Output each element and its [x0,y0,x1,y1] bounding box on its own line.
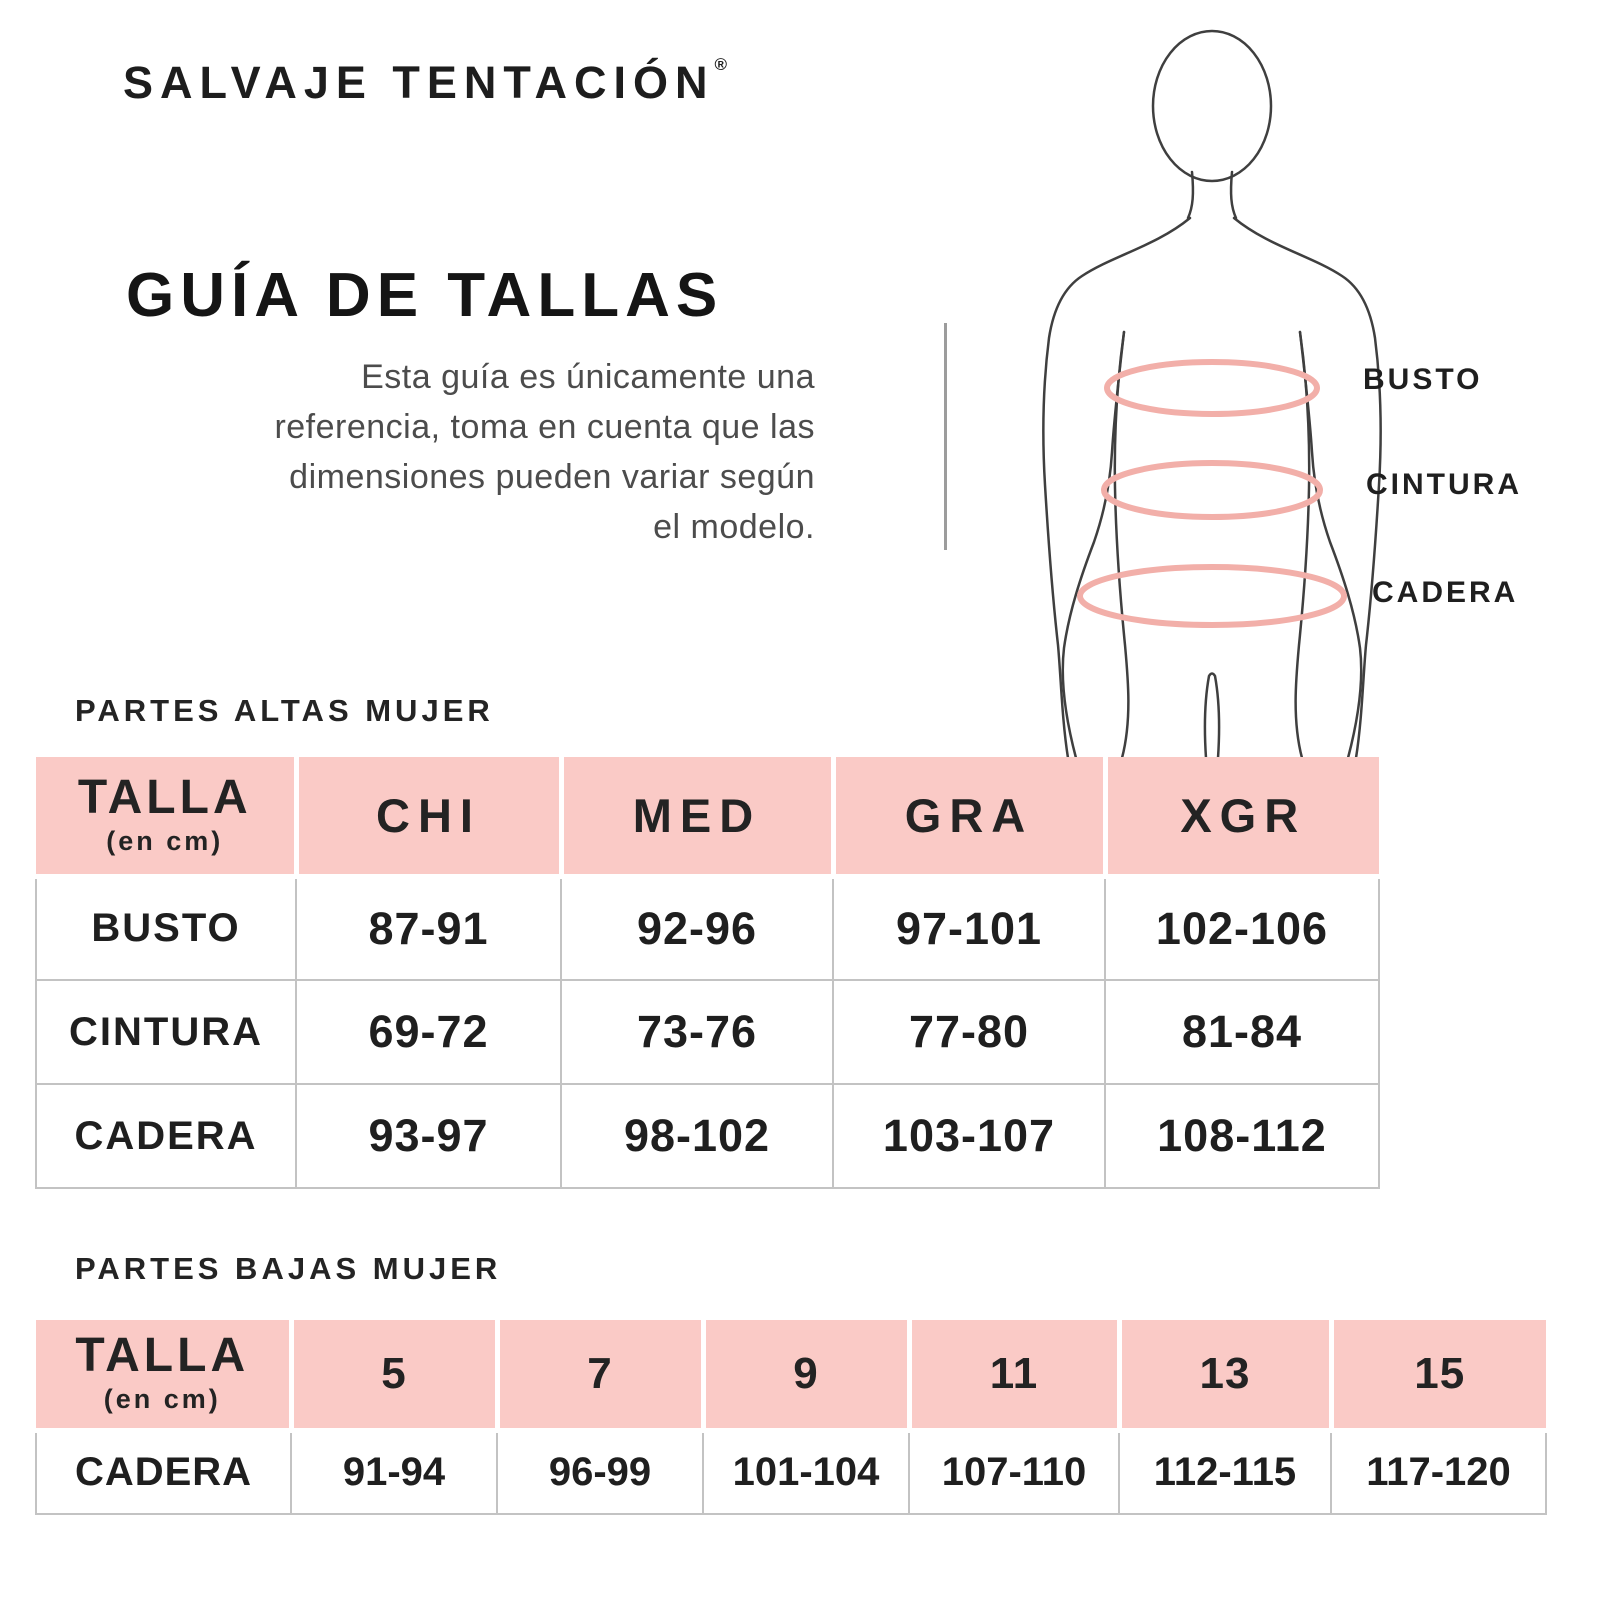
size-col-gra: GRA [830,757,1105,879]
busto-chi: 87-91 [295,875,562,981]
left-shoulder-arm [1042,216,1192,758]
cadera-gra: 103-107 [832,1083,1106,1189]
bottoms-header-row: TALLA (en cm) 5 7 9 11 13 15 [36,1320,1546,1433]
waist-label: CINTURA [1366,468,1522,501]
table-row-cintura: CINTURA 69-72 73-76 77-80 81-84 [35,979,1380,1085]
cintura-gra: 77-80 [832,979,1106,1085]
hip-label: CADERA [1372,576,1519,609]
brand-text: SALVAJE TENTACIÓN [123,57,715,108]
guide-description: Esta guía es únicamente una referencia, … [274,358,815,546]
row-label-cadera: CADERA [35,1083,297,1189]
brand-name: SALVAJE TENTACIÓN® [123,55,727,109]
cadera-chi: 93-97 [295,1083,562,1189]
cadera-med: 98-102 [560,1083,834,1189]
bust-label: BUSTO [1363,363,1483,396]
size-header-unit: (en cm) [103,1384,221,1415]
size-col-9: 9 [700,1320,909,1433]
cadera-size7: 96-99 [496,1429,704,1515]
row-label-cintura: CINTURA [35,979,297,1085]
cintura-med: 73-76 [560,979,834,1085]
busto-xgr: 102-106 [1104,875,1380,981]
page-title: GUÍA DE TALLAS [126,261,724,330]
neck-right [1229,170,1238,220]
right-shoulder-arm [1232,216,1382,758]
busto-gra: 97-101 [832,875,1106,981]
right-torso-hip [1298,330,1363,758]
cadera-size15: 117-120 [1330,1429,1547,1515]
row-label-cadera: CADERA [35,1429,292,1515]
size-col-11: 11 [906,1320,1119,1433]
size-header-label: TALLA [77,770,252,824]
table-row-cadera-bottoms: CADERA 91-94 96-99 101-104 107-110 112-1… [35,1429,1547,1515]
neck-left [1186,170,1195,220]
cadera-xgr: 108-112 [1104,1083,1380,1189]
size-header-cell: TALLA (en cm) [36,757,296,879]
bust-measure-line [1104,359,1320,417]
size-col-7: 7 [494,1320,703,1433]
left-torso-hip [1061,330,1126,758]
size-col-med: MED [558,757,833,879]
tops-size-table: TALLA (en cm) CHI MED GRA XGR BUSTO 87-9… [35,757,1380,1189]
cintura-chi: 69-72 [295,979,562,1085]
size-col-5: 5 [288,1320,497,1433]
tops-section-title: PARTES ALTAS MUJER [75,693,494,728]
inner-leg-lines [1203,672,1221,758]
cadera-size9: 101-104 [702,1429,910,1515]
cadera-size13: 112-115 [1118,1429,1332,1515]
registered-trademark-symbol: ® [714,55,728,74]
female-body-silhouette [1042,29,1382,758]
body-outline [1042,29,1382,758]
bottoms-size-table: TALLA (en cm) 5 7 9 11 13 15 CADERA 91-9… [35,1320,1547,1515]
size-header-label: TALLA [75,1329,250,1383]
vertical-divider [944,323,947,550]
bottoms-section-title: PARTES BAJAS MUJER [75,1251,502,1286]
cadera-size11: 107-110 [908,1429,1120,1515]
hip-measure-line [1077,564,1347,628]
size-header-unit: (en cm) [106,825,224,856]
cadera-size5: 91-94 [290,1429,498,1515]
row-label-busto: BUSTO [35,875,297,981]
size-header-cell: TALLA (en cm) [36,1320,291,1433]
size-col-15: 15 [1328,1320,1546,1433]
measurement-lines [1077,359,1347,628]
table-row-busto: BUSTO 87-91 92-96 97-101 102-106 [35,875,1380,981]
tops-header-row: TALLA (en cm) CHI MED GRA XGR [36,757,1379,879]
head-outline [1151,29,1273,183]
size-col-chi: CHI [293,757,561,879]
table-row-cadera: CADERA 93-97 98-102 103-107 108-112 [35,1083,1380,1189]
cintura-xgr: 81-84 [1104,979,1380,1085]
size-col-13: 13 [1116,1320,1331,1433]
size-col-xgr: XGR [1102,757,1379,879]
busto-med: 92-96 [560,875,834,981]
waist-measure-line [1101,460,1323,520]
